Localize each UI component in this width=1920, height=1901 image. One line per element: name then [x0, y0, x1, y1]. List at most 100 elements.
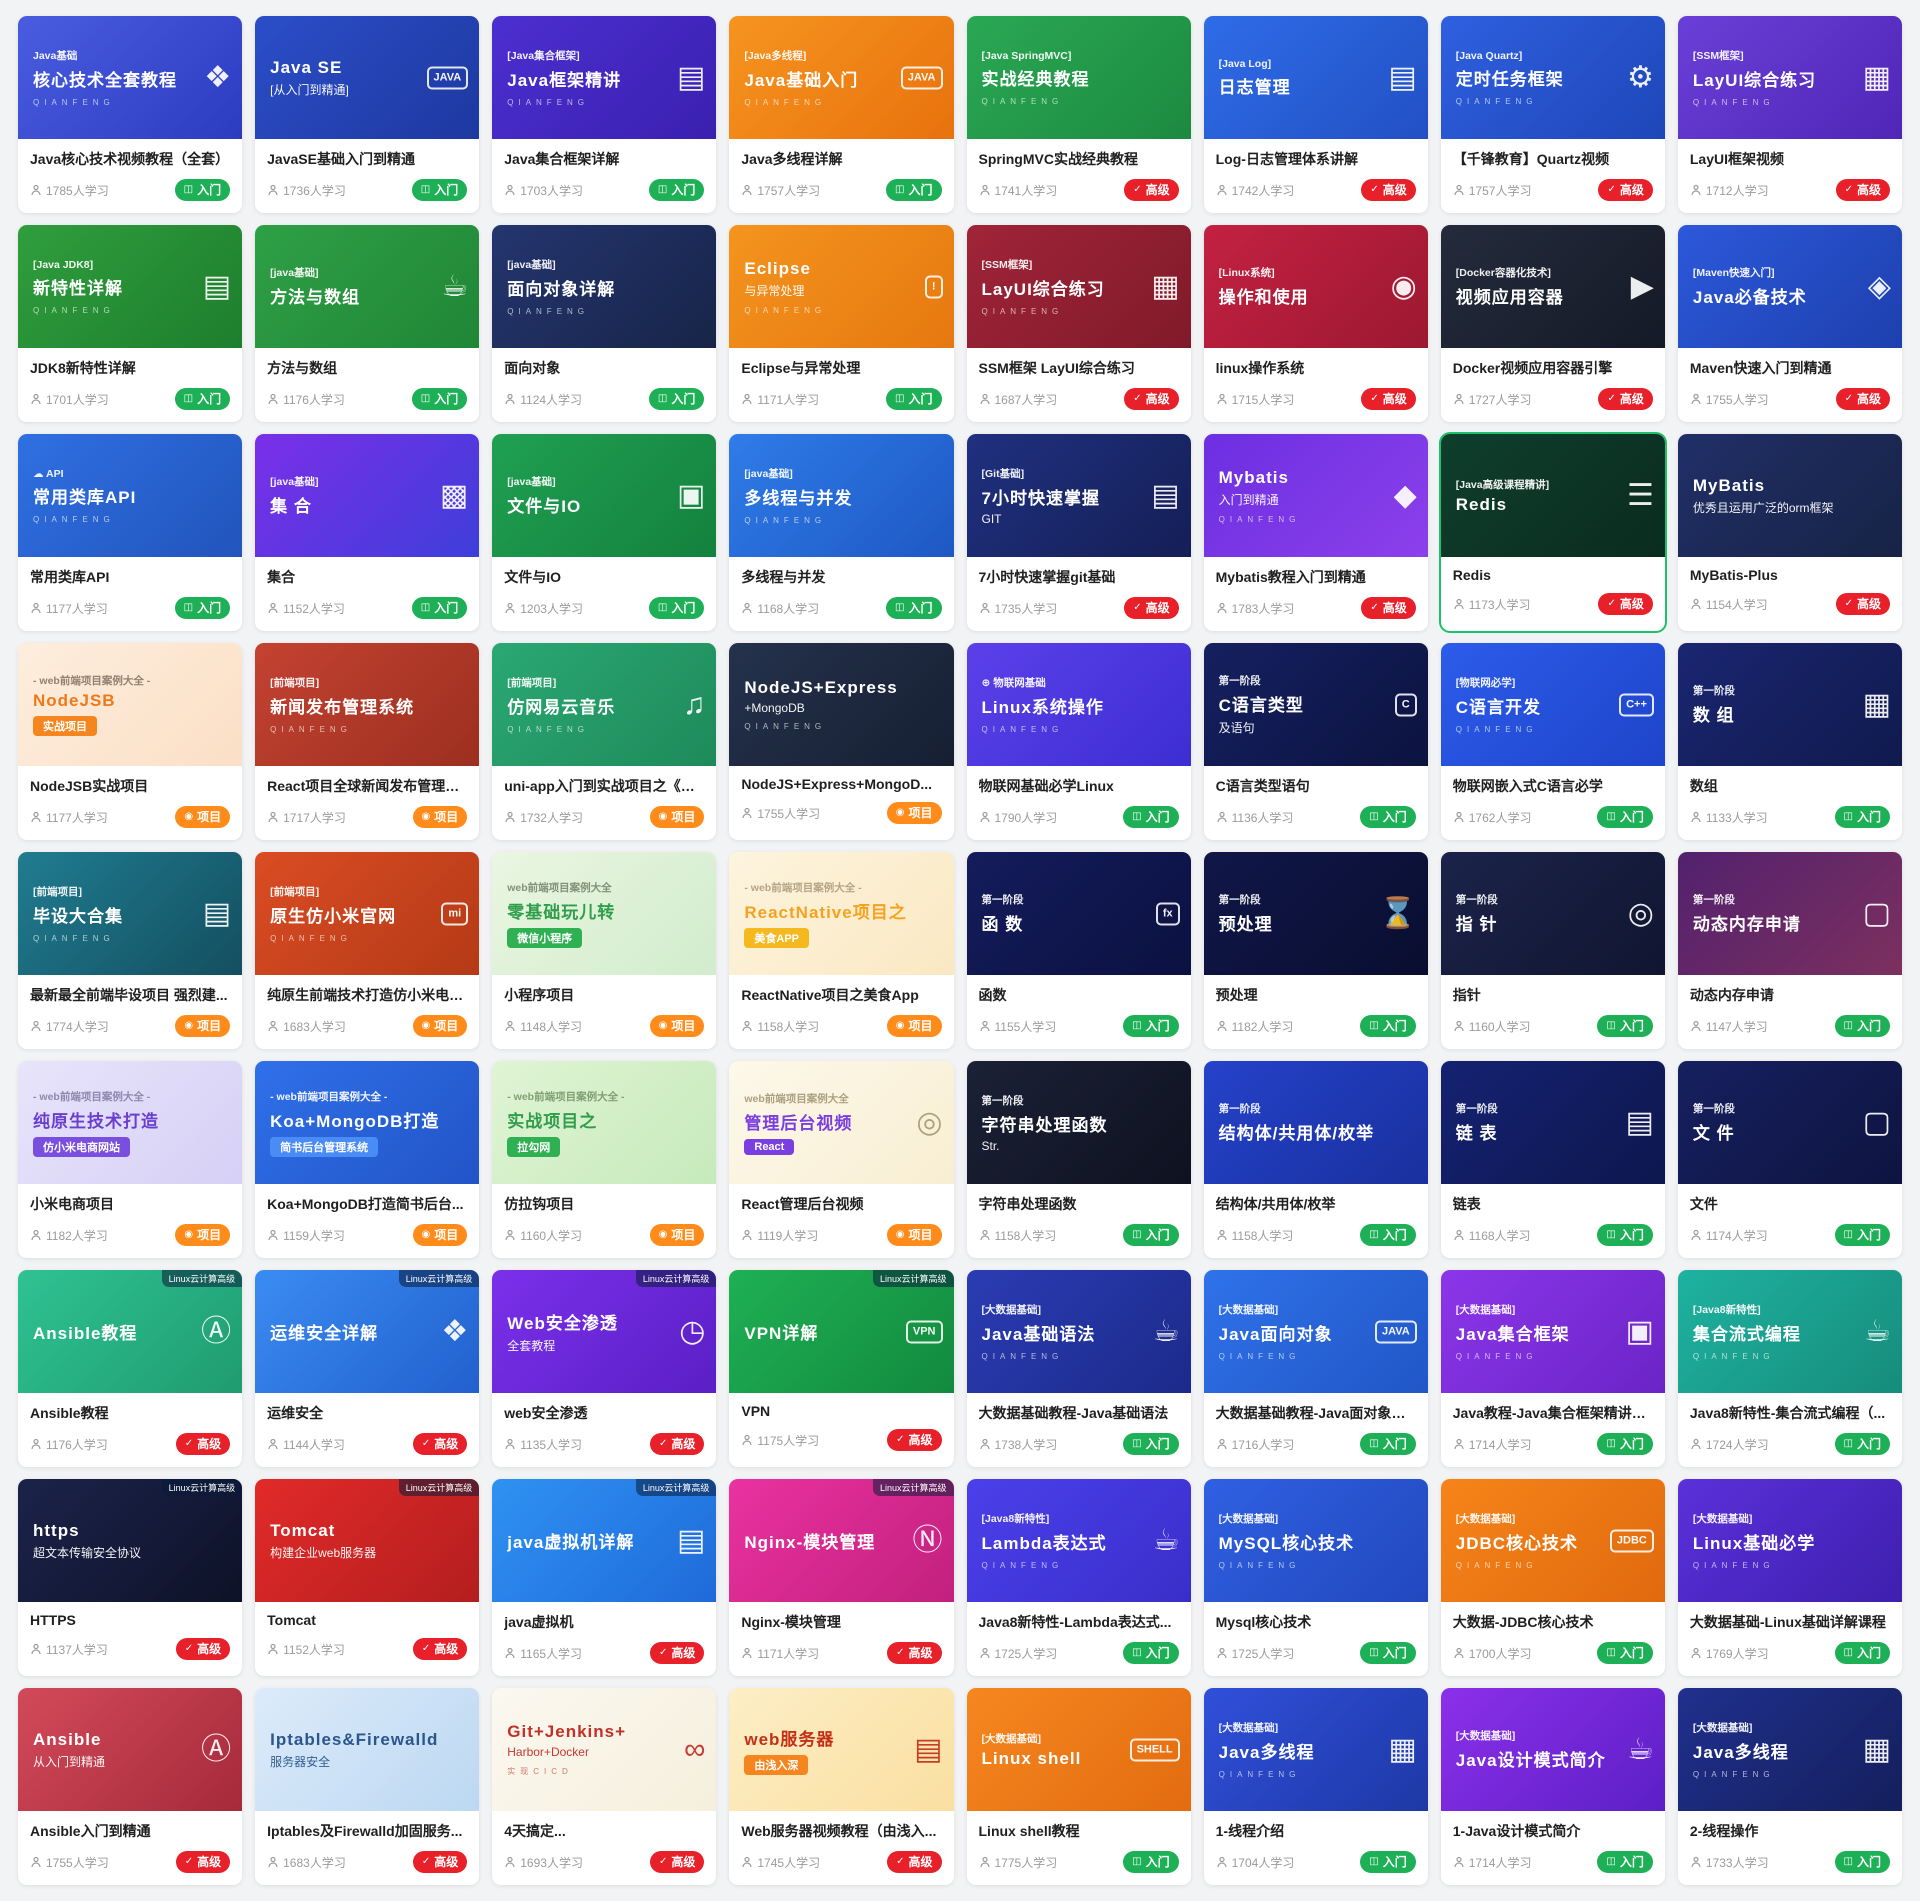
- level-badge: ◫ 入门: [174, 179, 231, 201]
- course-card[interactable]: 第一阶段 结构体/共用体/枚举 结构体/共用体/枚举 1158人学习 ◫ 入门: [1203, 1061, 1428, 1258]
- course-card[interactable]: [Git基础] 7小时快速掌握 GIT ▤ 7小时快速掌握git基础 1735人…: [966, 434, 1191, 631]
- course-card[interactable]: ⊕ 物联网基础 Linux系统操作 QIANFENG 物联网基础必学Linux …: [966, 643, 1191, 840]
- course-card[interactable]: [大数据基础] Java集合框架 QIANFENG ▣ Java教程-Java集…: [1440, 1270, 1665, 1467]
- level-badge-icon: ✓: [1844, 393, 1853, 404]
- course-card[interactable]: [Java JDK8] 新特性详解 QIANFENG ▤ JDK8新特性详解 1…: [18, 225, 243, 422]
- thumbnail-title: 纯原生技术打造: [33, 1111, 159, 1131]
- thumbnail-brand: QIANFENG: [1218, 1770, 1301, 1779]
- person-icon: [979, 602, 990, 614]
- course-card[interactable]: [Docker容器化技术] 视频应用容器 ▶ Docker视频应用容器引擎 17…: [1440, 225, 1665, 422]
- course-card[interactable]: 第一阶段 动态内存申请 ▢ 动态内存申请 1147人学习 ◫ 入门: [1677, 852, 1902, 1049]
- course-card[interactable]: web服务器 由浅入深 ▤ Web服务器视频教程（由浅入... 1745人学习 …: [729, 1688, 954, 1885]
- thumbnail-title: 新特性详解: [33, 278, 123, 298]
- course-card[interactable]: 第一阶段 链 表 ▤ 链表 1168人学习 ◫ 入门: [1440, 1061, 1665, 1258]
- person-icon: [505, 1020, 515, 1032]
- thumbnail-tag: [前端项目]: [270, 886, 320, 898]
- course-card[interactable]: [Linux系统] 操作和使用 ◉ linux操作系统 1715人学习 ✓ 高级: [1203, 225, 1428, 422]
- course-card[interactable]: [前端项目] 新闻发布管理系统 QIANFENG React项目全球新闻发布管理…: [255, 643, 480, 840]
- course-card[interactable]: [Java Quartz] 定时任务框架 QIANFENG ⚙ 【千锋教育】Qu…: [1440, 16, 1665, 213]
- course-card[interactable]: [java基础] 集 合 ▩ 集合 1152人学习 ◫ 入门: [255, 434, 480, 631]
- level-badge-icon: ✓: [1133, 184, 1142, 195]
- thumbnail-icon: ♫: [682, 687, 706, 721]
- course-card[interactable]: [大数据基础] Java多线程 QIANFENG ▦ 2-线程操作 1733人学…: [1677, 1688, 1902, 1885]
- course-card[interactable]: 第一阶段 C语言类型 及语句 C C语言类型语句 1136人学习 ◫ 入门: [1203, 643, 1428, 840]
- course-card[interactable]: [Java8新特性] 集合流式编程 QIANFENG ☕ Java8新特性-集合…: [1677, 1270, 1902, 1467]
- course-card[interactable]: web前端项目案例大全 零基础玩儿转 微信小程序 小程序项目 1148人学习 ◉…: [492, 852, 717, 1049]
- course-card[interactable]: [Java SpringMVC] 实战经典教程 QIANFENG SpringM…: [966, 16, 1191, 213]
- course-card[interactable]: 第一阶段 预处理 ⌛ 预处理 1182人学习 ◫ 入门: [1203, 852, 1428, 1049]
- course-card[interactable]: [java基础] 文件与IO ▣ 文件与IO 1203人学习 ◫ 入门: [492, 434, 717, 631]
- course-card[interactable]: [Maven快速入门] Java必备技术 ◈ Maven快速入门到精通 1755…: [1677, 225, 1902, 422]
- course-card[interactable]: - web前端项目案例大全 - 实战项目之 拉勾网 仿拉钩项目 1160人学习 …: [492, 1061, 717, 1258]
- course-card[interactable]: Linux云计算高级 java虚拟机详解 ▤ java虚拟机 1165人学习 ✓…: [492, 1479, 717, 1676]
- course-card[interactable]: [大数据基础] Java面向对象 QIANFENG JAVA 大数据基础教程-J…: [1203, 1270, 1428, 1467]
- corner-badge: Linux云计算高级: [161, 1270, 243, 1287]
- level-badge: ◫ 入门: [1123, 1015, 1179, 1037]
- course-card[interactable]: [Java8新特性] Lambda表达式 QIANFENG ☕ Java8新特性…: [966, 1479, 1191, 1676]
- course-card[interactable]: [SSM框架] LayUI综合练习 QIANFENG ▦ LayUI框架视频 1…: [1677, 16, 1902, 213]
- course-card[interactable]: [前端项目] 毕设大合集 QIANFENG ▤ 最新最全前端毕设项目 强烈建..…: [18, 852, 243, 1049]
- course-card[interactable]: Java基础 核心技术全套教程 QIANFENG ❖ Java核心技术视频教程（…: [18, 16, 243, 213]
- course-card[interactable]: Mybatis 入门到精通 QIANFENG ◆ Mybatis教程入门到精通 …: [1203, 434, 1428, 631]
- course-card[interactable]: Linux云计算高级 运维安全详解 ❖ 运维安全 1144人学习 ✓ 高级: [255, 1270, 480, 1467]
- level-badge-label: 入门: [1856, 1437, 1881, 1451]
- level-badge: ◫ 入门: [411, 179, 468, 201]
- course-card[interactable]: web前端项目案例大全 管理后台视频 React ◎ React管理后台视频 1…: [729, 1061, 954, 1258]
- level-badge-label: 项目: [908, 1019, 933, 1033]
- course-card[interactable]: [前端项目] 仿网易云音乐 QIANFENG ♫ uni-app入门到实战项目之…: [492, 643, 717, 840]
- course-card[interactable]: Linux云计算高级 Ansible教程 Ⓐ Ansible教程 1176人学习…: [18, 1270, 243, 1467]
- course-card[interactable]: [SSM框架] LayUI综合练习 QIANFENG ▦ SSM框架 LayUI…: [966, 225, 1191, 422]
- course-info: 大数据基础教程-Java基础语法 1738人学习 ◫ 入门: [967, 1393, 1191, 1467]
- level-badge: ◫ 入门: [1123, 1642, 1179, 1664]
- course-card[interactable]: Linux云计算高级 Web安全渗透 全套教程 ◷ web安全渗透 1135人学…: [492, 1270, 717, 1467]
- course-card[interactable]: [大数据基础] JDBC核心技术 QIANFENG JDBC 大数据-JDBC核…: [1440, 1479, 1665, 1676]
- course-card[interactable]: - web前端项目案例大全 - ReactNative项目之 美食APP Rea…: [729, 852, 954, 1049]
- course-card[interactable]: Linux云计算高级 Nginx-模块管理 Ⓝ Nginx-模块管理 1171人…: [729, 1479, 954, 1676]
- course-card[interactable]: Ansible 从入门到精通 Ⓐ Ansible入门到精通 1755人学习 ✓ …: [18, 1688, 243, 1885]
- course-card[interactable]: Java SE [从入门到精通] JAVA JavaSE基础入门到精通 1736…: [255, 16, 480, 213]
- course-card[interactable]: [java基础] 面向对象详解 QIANFENG 面向对象 1124人学习 ◫ …: [492, 225, 717, 422]
- course-card[interactable]: [Java集合框架] Java框架精讲 QIANFENG ▤ Java集合框架详…: [492, 16, 717, 213]
- course-card[interactable]: 第一阶段 指 针 ◎ 指针 1160人学习 ◫ 入门: [1440, 852, 1665, 1049]
- course-card[interactable]: - web前端项目案例大全 - NodeJSB 实战项目 NodeJSB实战项目…: [18, 643, 243, 840]
- course-card[interactable]: - web前端项目案例大全 - Koa+MongoDB打造 简书后台管理系统 K…: [255, 1061, 480, 1258]
- course-thumbnail: [Docker容器化技术] 视频应用容器 ▶: [1440, 225, 1665, 348]
- course-card[interactable]: - web前端项目案例大全 - 纯原生技术打造 仿小米电商网站 小米电商项目 1…: [18, 1061, 243, 1258]
- course-card[interactable]: 第一阶段 数 组 ▦ 数组 1133人学习 ◫ 入门: [1677, 643, 1902, 840]
- course-card[interactable]: [Java高级课程精讲] Redis ☰ Redis 1173人学习 ✓ 高级: [1440, 434, 1665, 631]
- level-badge-label: 入门: [1856, 1228, 1881, 1242]
- course-card[interactable]: MyBatis 优秀且运用广泛的orm框架 MyBatis-Plus 1154人…: [1677, 434, 1902, 631]
- course-card[interactable]: Eclipse 与异常处理 QIANFENG ! Eclipse与异常处理 11…: [729, 225, 954, 422]
- course-card[interactable]: [大数据基础] Linux shell SHELL Linux shell教程 …: [966, 1688, 1191, 1885]
- course-card[interactable]: [大数据基础] Java多线程 QIANFENG ▦ 1-线程介绍 1704人学…: [1203, 1688, 1428, 1885]
- thumbnail-tag: [Java Log]: [1218, 57, 1272, 70]
- course-card[interactable]: [大数据基础] Java基础语法 QIANFENG ☕ 大数据基础教程-Java…: [966, 1270, 1191, 1467]
- course-card[interactable]: [前端项目] 原生仿小米官网 QIANFENG mi 纯原生前端技术打造仿小米电…: [255, 852, 480, 1049]
- course-card[interactable]: NodeJS+Express +MongoDB QIANFENG NodeJS+…: [729, 643, 954, 840]
- course-card[interactable]: [Java Log] 日志管理 ▤ Log-日志管理体系讲解 1742人学习 ✓…: [1203, 16, 1428, 213]
- level-badge: ◫ 入门: [1597, 1015, 1653, 1037]
- person-icon: [742, 1647, 752, 1659]
- course-card[interactable]: [大数据基础] Linux基础必学 QIANFENG 大数据基础-Linux基础…: [1677, 1479, 1902, 1676]
- person-icon: [31, 1229, 41, 1241]
- course-card[interactable]: Iptables&Firewalld 服务器安全 Iptables及Firewa…: [255, 1688, 480, 1885]
- course-card[interactable]: [物联网必学] C语言开发 QIANFENG C++ 物联网嵌入式C语言必学 1…: [1440, 643, 1665, 840]
- course-card[interactable]: [java基础] 方法与数组 ☕ 方法与数组 1176人学习 ◫ 入门: [255, 225, 480, 422]
- course-card[interactable]: Linux云计算高级 VPN详解 VPN VPN 1175人学习 ✓ 高级: [729, 1270, 954, 1467]
- course-card[interactable]: Linux云计算高级 Tomcat 构建企业web服务器 Tomcat 1152…: [255, 1479, 480, 1676]
- course-card[interactable]: 第一阶段 字符串处理函数 Str. 字符串处理函数 1158人学习 ◫ 入门: [966, 1061, 1191, 1258]
- level-badge-label: 项目: [671, 1228, 696, 1242]
- person-icon: [1454, 1647, 1464, 1659]
- course-card[interactable]: [大数据基础] Java设计模式简介 ☕ 1-Java设计模式简介 1714人学…: [1440, 1688, 1665, 1885]
- course-card[interactable]: 第一阶段 函 数 fx 函数 1155人学习 ◫ 入门: [966, 852, 1191, 1049]
- learner-count-text: 1171人学习: [757, 392, 820, 407]
- course-card[interactable]: [Java多线程] Java基础入门 QIANFENG JAVA Java多线程…: [729, 16, 954, 213]
- course-card[interactable]: [java基础] 多线程与并发 QIANFENG 多线程与并发 1168人学习 …: [729, 434, 954, 631]
- course-card[interactable]: Git+Jenkins+ Harbor+Docker 实现CICD ∞ 4天搞定…: [492, 1688, 717, 1885]
- course-card[interactable]: Linux云计算高级 https 超文本传输安全协议 HTTPS 1137人学习…: [18, 1479, 243, 1676]
- course-card[interactable]: 第一阶段 文 件 ▢ 文件 1174人学习 ◫ 入门: [1677, 1061, 1902, 1258]
- course-card[interactable]: ☁ API 常用类库API QIANFENG 常用类库API 1177人学习 ◫…: [18, 434, 243, 631]
- course-card[interactable]: [大数据基础] MySQL核心技术 QIANFENG Mysql核心技术 172…: [1203, 1479, 1428, 1676]
- thumbnail-title: 核心技术全套教程: [33, 71, 177, 90]
- thumbnail-brand: QIANFENG: [1692, 1352, 1775, 1361]
